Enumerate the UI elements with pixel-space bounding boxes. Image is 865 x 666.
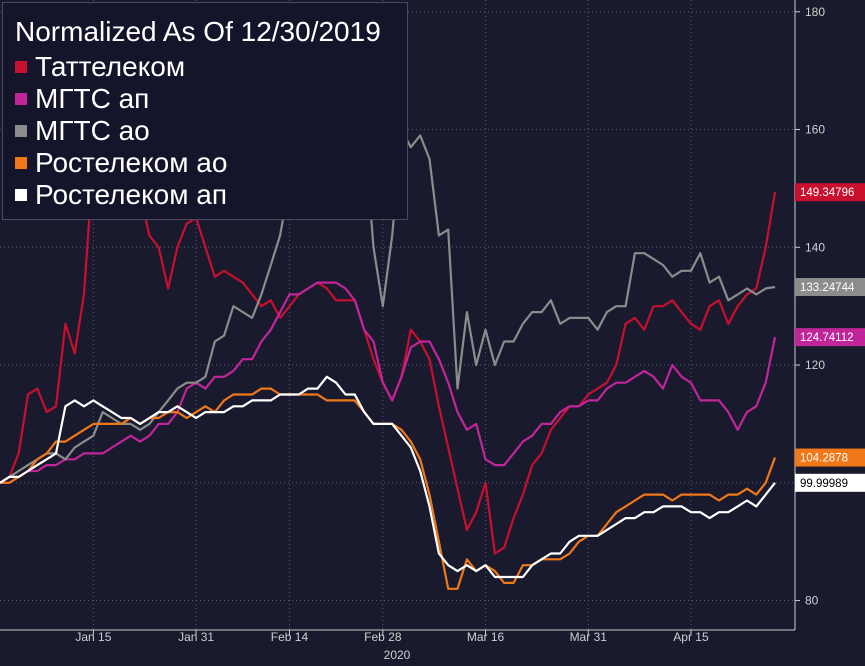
legend-item-rostelecom-common: Ростелеком ао (15, 147, 227, 179)
legend: Normalized As Of 12/30/2019 Таттелеком М… (2, 2, 408, 220)
legend-item-mgts-common: МГТС ао (15, 115, 150, 147)
last-value-label-1: 133.24744 (800, 282, 855, 294)
last-value-box-2 (795, 328, 865, 347)
x-axis-ticks: Jan 15 Jan 31 Feb 14 Feb 28 Mar 16 Mar 31 Apr … (75, 630, 709, 644)
x-tick-label-1: Jan 31 (178, 630, 214, 644)
last-value-label-3: 104.2878 (800, 453, 848, 465)
x-tick-label-5: Mar 31 (570, 630, 608, 644)
legend-swatch-rostelecom-pref (15, 189, 27, 201)
series-line-4 (0, 375, 776, 579)
legend-swatch-tattelecom (15, 61, 27, 73)
last-value-label-0: 149.34796 (800, 187, 854, 199)
legend-swatch-rostelecom-common (15, 157, 27, 169)
x-tick-label-0: Jan 15 (75, 630, 111, 644)
last-value-label-2: 124.74112 (800, 332, 854, 344)
legend-label-rostelecom-pref: Ростелеком ап (35, 179, 227, 210)
last-value-box-4 (795, 473, 865, 492)
legend-label-mgts-common: МГТС ао (35, 115, 150, 146)
last-value-label-4: 99.99989 (800, 478, 848, 490)
series-lines (0, 51, 777, 590)
legend-item-tattelecom: Таттелеком (15, 51, 185, 83)
x-tick-label-6: Apr 15 (673, 630, 709, 644)
x-tick-label-4: Mar 16 (467, 630, 505, 644)
y-tick-label-180: 180 (805, 5, 825, 19)
last-value-box-3 (795, 448, 865, 467)
y-tick-label-80: 80 (805, 594, 819, 608)
x-tick-label-2: Feb 14 (271, 630, 309, 644)
last-value-labels: 149.34796 133.24744 124.74112 104.2878 99.99… (795, 183, 865, 492)
legend-swatch-mgts-common (15, 125, 27, 137)
series-line-1 (0, 281, 777, 484)
y-tick-label-120: 120 (805, 358, 825, 372)
legend-item-rostelecom-pref: Ростелеком ап (15, 179, 227, 211)
series-line-2 (0, 51, 776, 484)
x-axis-label: 2020 (384, 648, 411, 662)
last-value-box-1 (795, 278, 865, 297)
legend-item-mgts-pref: МГТС ап (15, 83, 149, 115)
chart-title: Normalized As Of 12/30/2019 (15, 16, 381, 47)
legend-label-tattelecom: Таттелеком (35, 51, 186, 82)
y-axis-ticks: 80100120140160180 (795, 5, 825, 608)
last-value-box-0 (795, 183, 865, 202)
y-tick-label-160: 160 (805, 123, 825, 137)
legend-swatch-mgts-pref (15, 93, 27, 105)
x-tick-label-3: Feb 28 (364, 630, 402, 644)
legend-label-rostelecom-common: Ростелеком ао (35, 147, 228, 178)
series-line-3 (0, 387, 777, 590)
y-tick-label-140: 140 (805, 240, 825, 254)
legend-label-mgts-pref: МГТС ап (35, 83, 150, 114)
